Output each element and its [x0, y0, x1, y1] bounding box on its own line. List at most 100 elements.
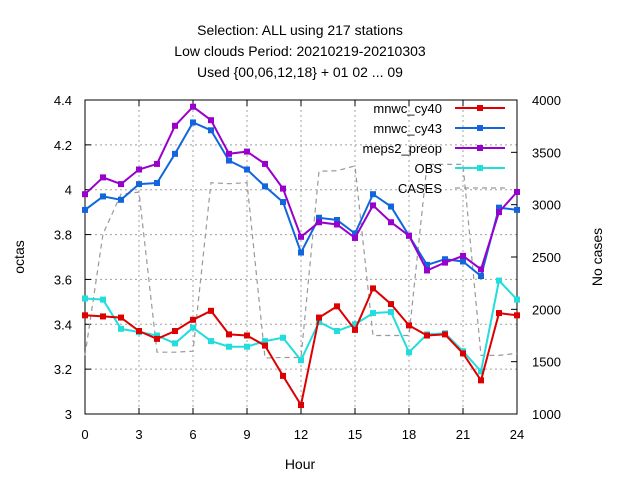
data-point-OBS	[514, 296, 520, 303]
y2-tick-label: 3000	[532, 198, 561, 213]
data-point-meps2_preop	[190, 103, 196, 110]
data-point-meps2_preop	[262, 160, 268, 167]
data-point-meps2_preop	[208, 117, 214, 124]
y-tick-label: 4.4	[54, 93, 72, 108]
data-point-mnwc_cy40	[514, 312, 520, 319]
data-point-mnwc_cy40	[280, 372, 286, 379]
y-axis-label: octas	[11, 240, 27, 273]
data-point-mnwc_cy43	[208, 127, 214, 134]
data-point-OBS	[100, 296, 106, 303]
data-point-mnwc_cy40	[424, 332, 430, 339]
y-tick-label: 3.4	[54, 317, 72, 332]
series-line-CASES	[84, 163, 518, 359]
data-point-OBS	[118, 325, 124, 332]
data-point-mnwc_cy43	[442, 256, 448, 263]
data-point-mnwc_cy40	[406, 322, 412, 329]
data-point-mnwc_cy40	[388, 301, 394, 308]
data-point-meps2_preop	[388, 219, 394, 226]
data-point-OBS	[244, 343, 250, 350]
data-point-mnwc_cy40	[172, 328, 178, 335]
data-point-mnwc_cy40	[136, 328, 142, 335]
data-point-meps2_preop	[316, 219, 322, 226]
y-tick-label: 4.2	[54, 138, 72, 153]
data-point-mnwc_cy43	[244, 166, 250, 173]
data-point-meps2_preop	[154, 160, 160, 167]
data-point-mnwc_cy43	[370, 191, 376, 198]
data-point-mnwc_cy43	[190, 119, 196, 126]
data-point-meps2_preop	[424, 267, 430, 274]
data-point-OBS	[334, 328, 340, 335]
data-point-mnwc_cy40	[118, 314, 124, 321]
data-point-meps2_preop	[100, 174, 106, 181]
data-point-OBS	[406, 349, 412, 356]
data-point-mnwc_cy40	[316, 314, 322, 321]
data-point-OBS	[172, 340, 178, 347]
data-point-mnwc_cy43	[514, 206, 520, 213]
data-point-OBS	[496, 277, 502, 284]
data-point-mnwc_cy43	[280, 199, 286, 206]
y-tick-label: 3.6	[54, 272, 72, 287]
data-point-mnwc_cy40	[190, 316, 196, 323]
data-point-meps2_preop	[334, 221, 340, 228]
data-point-mnwc_cy43	[496, 204, 502, 211]
x-tick-label: 0	[81, 427, 88, 442]
x-tick-label: 18	[402, 427, 416, 442]
legend-label: OBS	[415, 161, 443, 176]
data-point-mnwc_cy40	[226, 331, 232, 338]
data-point-meps2_preop	[406, 232, 412, 239]
data-point-mnwc_cy40	[352, 326, 358, 333]
data-point-mnwc_cy43	[460, 258, 466, 265]
data-point-OBS	[298, 357, 304, 364]
data-point-mnwc_cy43	[334, 216, 340, 223]
data-point-mnwc_cy40	[298, 402, 304, 409]
data-point-OBS	[190, 324, 196, 331]
y2-tick-label: 3500	[532, 145, 561, 160]
data-point-mnwc_cy43	[154, 179, 160, 186]
data-point-OBS	[370, 310, 376, 317]
data-point-meps2_preop	[82, 191, 88, 198]
x-tick-label: 6	[189, 427, 196, 442]
legend-label: mnwc_cy40	[373, 101, 442, 116]
series-lines	[82, 103, 520, 409]
chart-title: Selection: ALL using 217 stations Low clo…	[174, 22, 426, 80]
y2-tick-label: 4000	[532, 93, 561, 108]
data-point-OBS	[82, 295, 88, 302]
data-point-mnwc_cy40	[262, 342, 268, 349]
grid	[85, 100, 517, 414]
title-line: Used {00,06,12,18} + 01 02 ... 09	[197, 64, 403, 80]
data-point-meps2_preop	[370, 202, 376, 209]
data-point-mnwc_cy43	[100, 193, 106, 200]
data-point-meps2_preop	[280, 185, 286, 192]
data-point-mnwc_cy40	[334, 303, 340, 310]
data-point-mnwc_cy43	[316, 214, 322, 221]
data-point-mnwc_cy43	[388, 203, 394, 210]
data-point-OBS	[226, 343, 232, 350]
data-point-OBS	[154, 332, 160, 339]
data-point-mnwc_cy40	[82, 312, 88, 319]
data-point-mnwc_cy43	[118, 196, 124, 203]
legend-marker	[477, 105, 483, 111]
data-point-mnwc_cy40	[442, 331, 448, 338]
data-point-mnwc_cy40	[208, 307, 214, 314]
y2-tick-label: 1500	[532, 355, 561, 370]
x-tick-label: 3	[135, 427, 142, 442]
legend-marker	[477, 145, 483, 151]
x-axis-label: Hour	[285, 456, 316, 472]
data-point-meps2_preop	[352, 234, 358, 241]
data-point-mnwc_cy43	[298, 249, 304, 256]
x-tick-label: 24	[510, 427, 524, 442]
data-point-meps2_preop	[136, 166, 142, 173]
y2-tick-label: 1000	[532, 407, 561, 422]
data-point-mnwc_cy43	[262, 183, 268, 190]
x-tick-label: 9	[243, 427, 250, 442]
data-point-meps2_preop	[226, 150, 232, 157]
data-point-mnwc_cy43	[136, 181, 142, 188]
y-tick-label: 4	[65, 183, 72, 198]
legend-label: meps2_preop	[363, 141, 443, 156]
data-point-meps2_preop	[244, 148, 250, 155]
legend-marker	[477, 165, 483, 171]
legend-label: CASES	[398, 181, 442, 196]
title-line: Selection: ALL using 217 stations	[197, 22, 403, 38]
